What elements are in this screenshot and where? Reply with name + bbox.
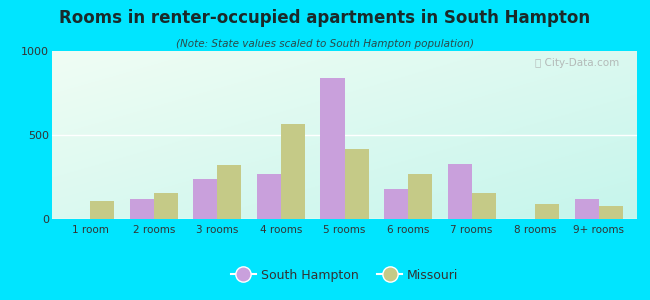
Bar	[281, 124, 305, 219]
Bar	[320, 78, 344, 219]
Bar	[344, 149, 369, 219]
Bar	[472, 193, 496, 219]
Bar	[217, 165, 242, 219]
Bar	[408, 175, 432, 219]
Bar	[384, 189, 408, 219]
Text: Rooms in renter-occupied apartments in South Hampton: Rooms in renter-occupied apartments in S…	[59, 9, 591, 27]
Text: (Note: State values scaled to South Hampton population): (Note: State values scaled to South Hamp…	[176, 39, 474, 49]
Legend: South Hampton, Missouri: South Hampton, Missouri	[226, 264, 463, 287]
Bar	[154, 193, 178, 219]
Bar	[575, 199, 599, 219]
Bar	[257, 174, 281, 219]
Bar	[535, 204, 560, 219]
Bar	[90, 200, 114, 219]
Bar	[193, 179, 217, 219]
Bar	[129, 199, 154, 219]
Text: ⓘ City-Data.com: ⓘ City-Data.com	[535, 58, 619, 68]
Bar	[599, 206, 623, 219]
Bar	[447, 164, 472, 219]
